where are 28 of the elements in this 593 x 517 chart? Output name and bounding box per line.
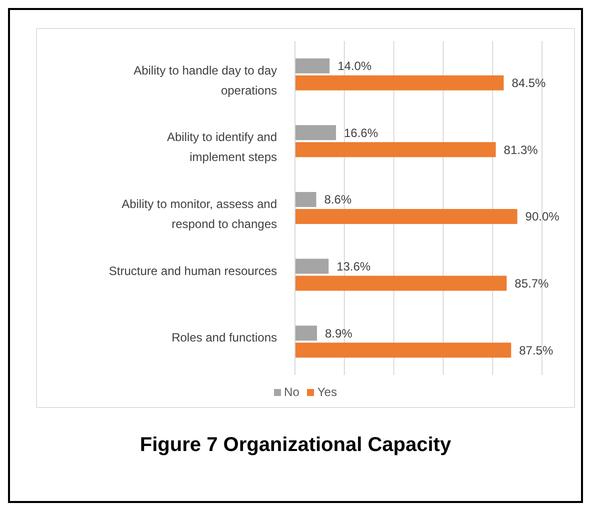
data-label: 87.5% bbox=[519, 343, 554, 358]
bar bbox=[295, 326, 317, 341]
bar bbox=[295, 258, 329, 274]
data-label: 16.6% bbox=[344, 126, 378, 140]
data-label: 84.5% bbox=[512, 76, 546, 90]
bar bbox=[295, 192, 316, 207]
bar bbox=[295, 58, 330, 74]
y-tick-label: Structure and human resources bbox=[108, 264, 277, 278]
bar bbox=[295, 208, 518, 224]
data-label: 14.0% bbox=[338, 59, 372, 74]
legend-label: Yes bbox=[316, 385, 337, 399]
y-tick-label: Ability to identify and implement steps bbox=[166, 130, 277, 164]
data-label: 90.0% bbox=[525, 210, 560, 224]
bar bbox=[295, 276, 507, 291]
bar bbox=[295, 342, 512, 358]
legend-label: No bbox=[283, 385, 300, 399]
y-tick-label: Ability to monitor, assess and respond to changes bbox=[122, 197, 277, 231]
y-tick-label: Ability to handle day to day operations bbox=[134, 63, 277, 98]
bar bbox=[295, 125, 336, 140]
data-label: 85.7% bbox=[514, 276, 550, 291]
data-label: 8.6% bbox=[324, 192, 352, 207]
bar bbox=[295, 142, 496, 158]
data-label: 13.6% bbox=[336, 260, 371, 274]
data-label: 8.9% bbox=[324, 326, 353, 340]
data-label: 81.3% bbox=[504, 142, 538, 157]
text: Figure 7 Organizational Capacity bbox=[138, 434, 452, 457]
y-tick-label: Roles and functions bbox=[172, 330, 277, 345]
bar bbox=[295, 75, 504, 90]
